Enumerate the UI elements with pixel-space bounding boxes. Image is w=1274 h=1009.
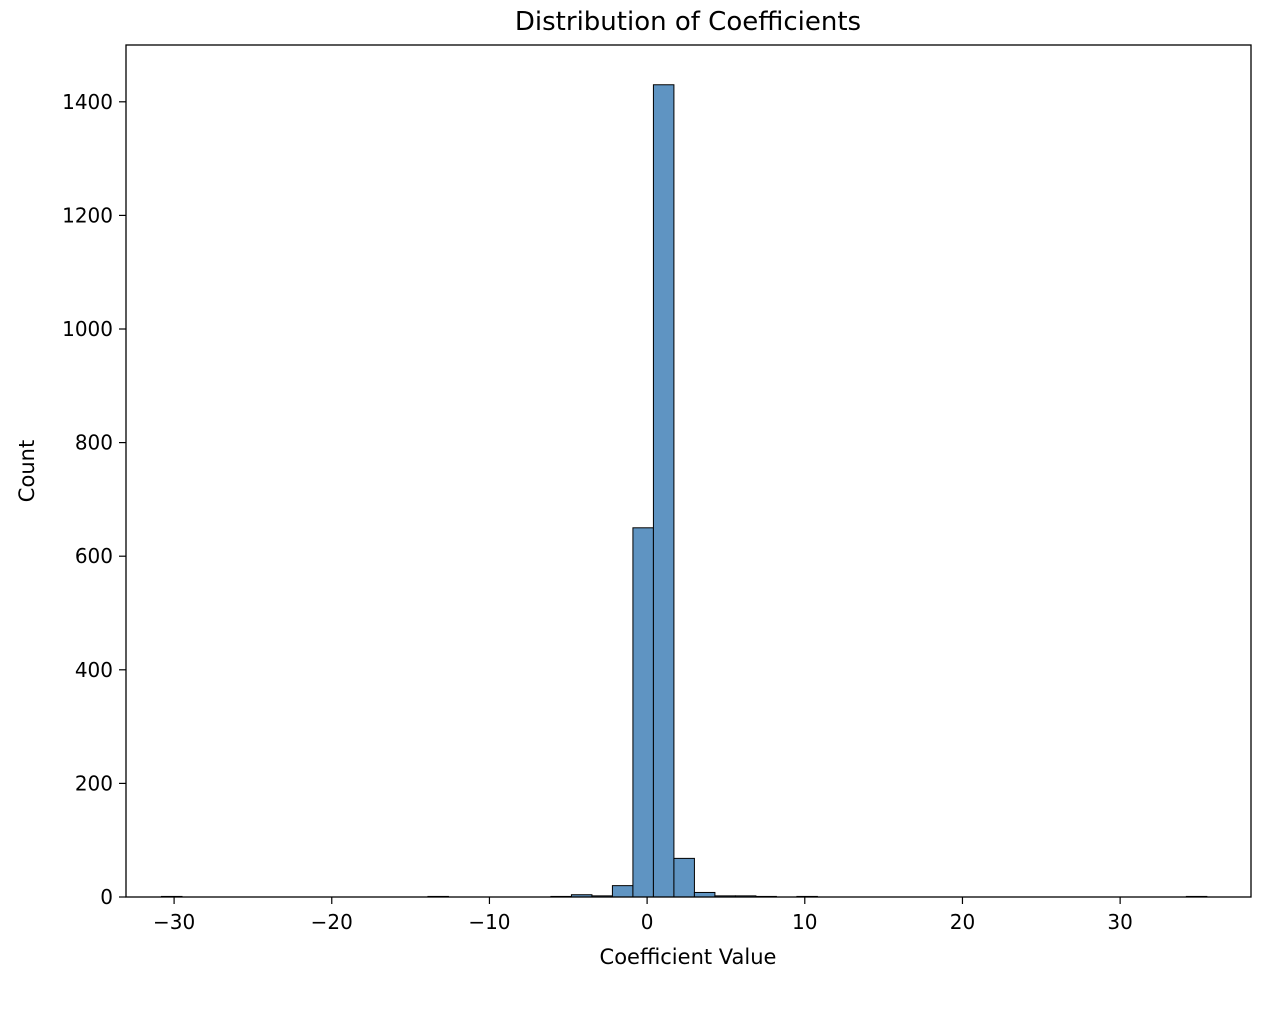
x-tick-label: 0 <box>641 910 654 934</box>
plot-frame <box>125 44 1252 898</box>
y-tick-label: 200 <box>75 771 113 795</box>
y-tick-label: 0 <box>100 885 113 909</box>
histogram-bar <box>693 891 716 898</box>
y-tick-label: 1400 <box>62 90 113 114</box>
y-axis-ticks: 0 200 400 600 800 1000 1200 1400 <box>62 90 126 909</box>
bars-group <box>160 84 1208 898</box>
y-tick-label: 1000 <box>62 317 113 341</box>
y-tick-label: 800 <box>75 431 113 455</box>
x-axis-label: Coefficient Value <box>600 945 777 969</box>
x-tick-label: −20 <box>311 910 353 934</box>
histogram-bar <box>652 84 675 898</box>
x-tick-label: 20 <box>950 910 975 934</box>
histogram-bar <box>611 885 634 898</box>
y-tick-label: 400 <box>75 658 113 682</box>
x-tick-label: 10 <box>792 910 817 934</box>
histogram-bar <box>632 527 654 898</box>
x-tick-label: 30 <box>1107 910 1132 934</box>
x-axis-ticks: −30 −20 −10 0 10 20 30 <box>153 897 1133 934</box>
x-tick-label: −30 <box>153 910 195 934</box>
x-tick-label: −10 <box>468 910 510 934</box>
chart-title: Distribution of Coefficients <box>515 7 861 37</box>
y-tick-label: 1200 <box>62 203 113 227</box>
y-axis-label: Count <box>15 440 39 502</box>
histogram-bar <box>673 857 695 898</box>
y-tick-label: 600 <box>75 544 113 568</box>
